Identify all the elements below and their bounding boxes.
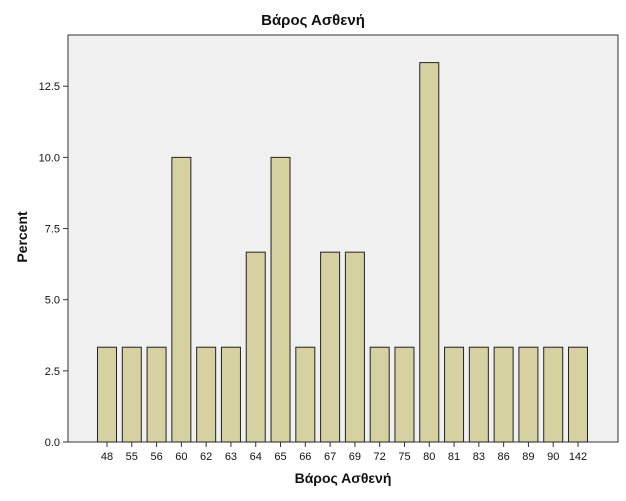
bar-81: [444, 346, 465, 443]
bar-83: [468, 346, 489, 443]
x-tick-label: 69: [349, 451, 361, 463]
x-tick-label: 142: [569, 451, 587, 463]
y-axis: 0.0 2.5 5.0 7.5 10.0 12.5: [39, 81, 68, 449]
bar-142: [568, 346, 588, 443]
x-tick-label: 72: [374, 451, 386, 463]
bar-69: [344, 251, 365, 443]
x-tick-label: 56: [150, 451, 162, 463]
x-tick-label: 90: [547, 451, 559, 463]
bar-65: [270, 156, 291, 443]
x-tick-label: 86: [498, 451, 510, 463]
bar-66: [295, 346, 316, 443]
x-tick-label: 63: [225, 451, 237, 463]
bar-48: [97, 346, 117, 443]
bar-67: [320, 251, 341, 443]
chart-title: Βάρος Ασθενή: [261, 12, 365, 29]
x-tick-label: 64: [250, 451, 262, 463]
bars-layer: [97, 62, 588, 443]
bar-56: [146, 346, 167, 443]
x-tick-label: 89: [522, 451, 534, 463]
bar-62: [196, 346, 217, 443]
y-tick-label: 12.5: [39, 81, 60, 93]
x-tick-label: 67: [324, 451, 336, 463]
bar-80: [419, 62, 440, 443]
x-tick-label: 83: [473, 451, 485, 463]
x-axis-label: Βάρος Ασθενή: [294, 470, 392, 486]
x-tick-label: 66: [299, 451, 311, 463]
x-tick-label: 62: [200, 451, 212, 463]
x-tick-label: 48: [101, 451, 113, 463]
bar-63: [220, 346, 241, 443]
x-tick-label: 55: [126, 451, 138, 463]
bar-90: [543, 346, 564, 443]
x-tick-label: 75: [398, 451, 410, 463]
y-tick-label: 10.0: [39, 152, 60, 164]
y-tick-label: 5.0: [45, 295, 60, 307]
x-tick-label: 65: [274, 451, 286, 463]
bar-64: [245, 251, 266, 443]
x-tick-label: 81: [448, 451, 460, 463]
y-tick-label: 0.0: [45, 437, 60, 449]
bar-55: [121, 346, 142, 443]
bar-60: [171, 156, 192, 443]
y-tick-label: 2.5: [45, 366, 60, 378]
x-tick-label: 80: [423, 451, 435, 463]
bar-86: [493, 346, 514, 443]
y-tick-label: 7.5: [45, 224, 60, 236]
x-tick-label: 60: [175, 451, 187, 463]
bar-89: [518, 346, 539, 443]
bar-72: [369, 346, 390, 443]
bar-75: [394, 346, 415, 443]
x-axis: 48 55 56 60 62 63 64 65 66 67 69 72 75 80 81 83 86 89 90 14…: [101, 442, 587, 463]
